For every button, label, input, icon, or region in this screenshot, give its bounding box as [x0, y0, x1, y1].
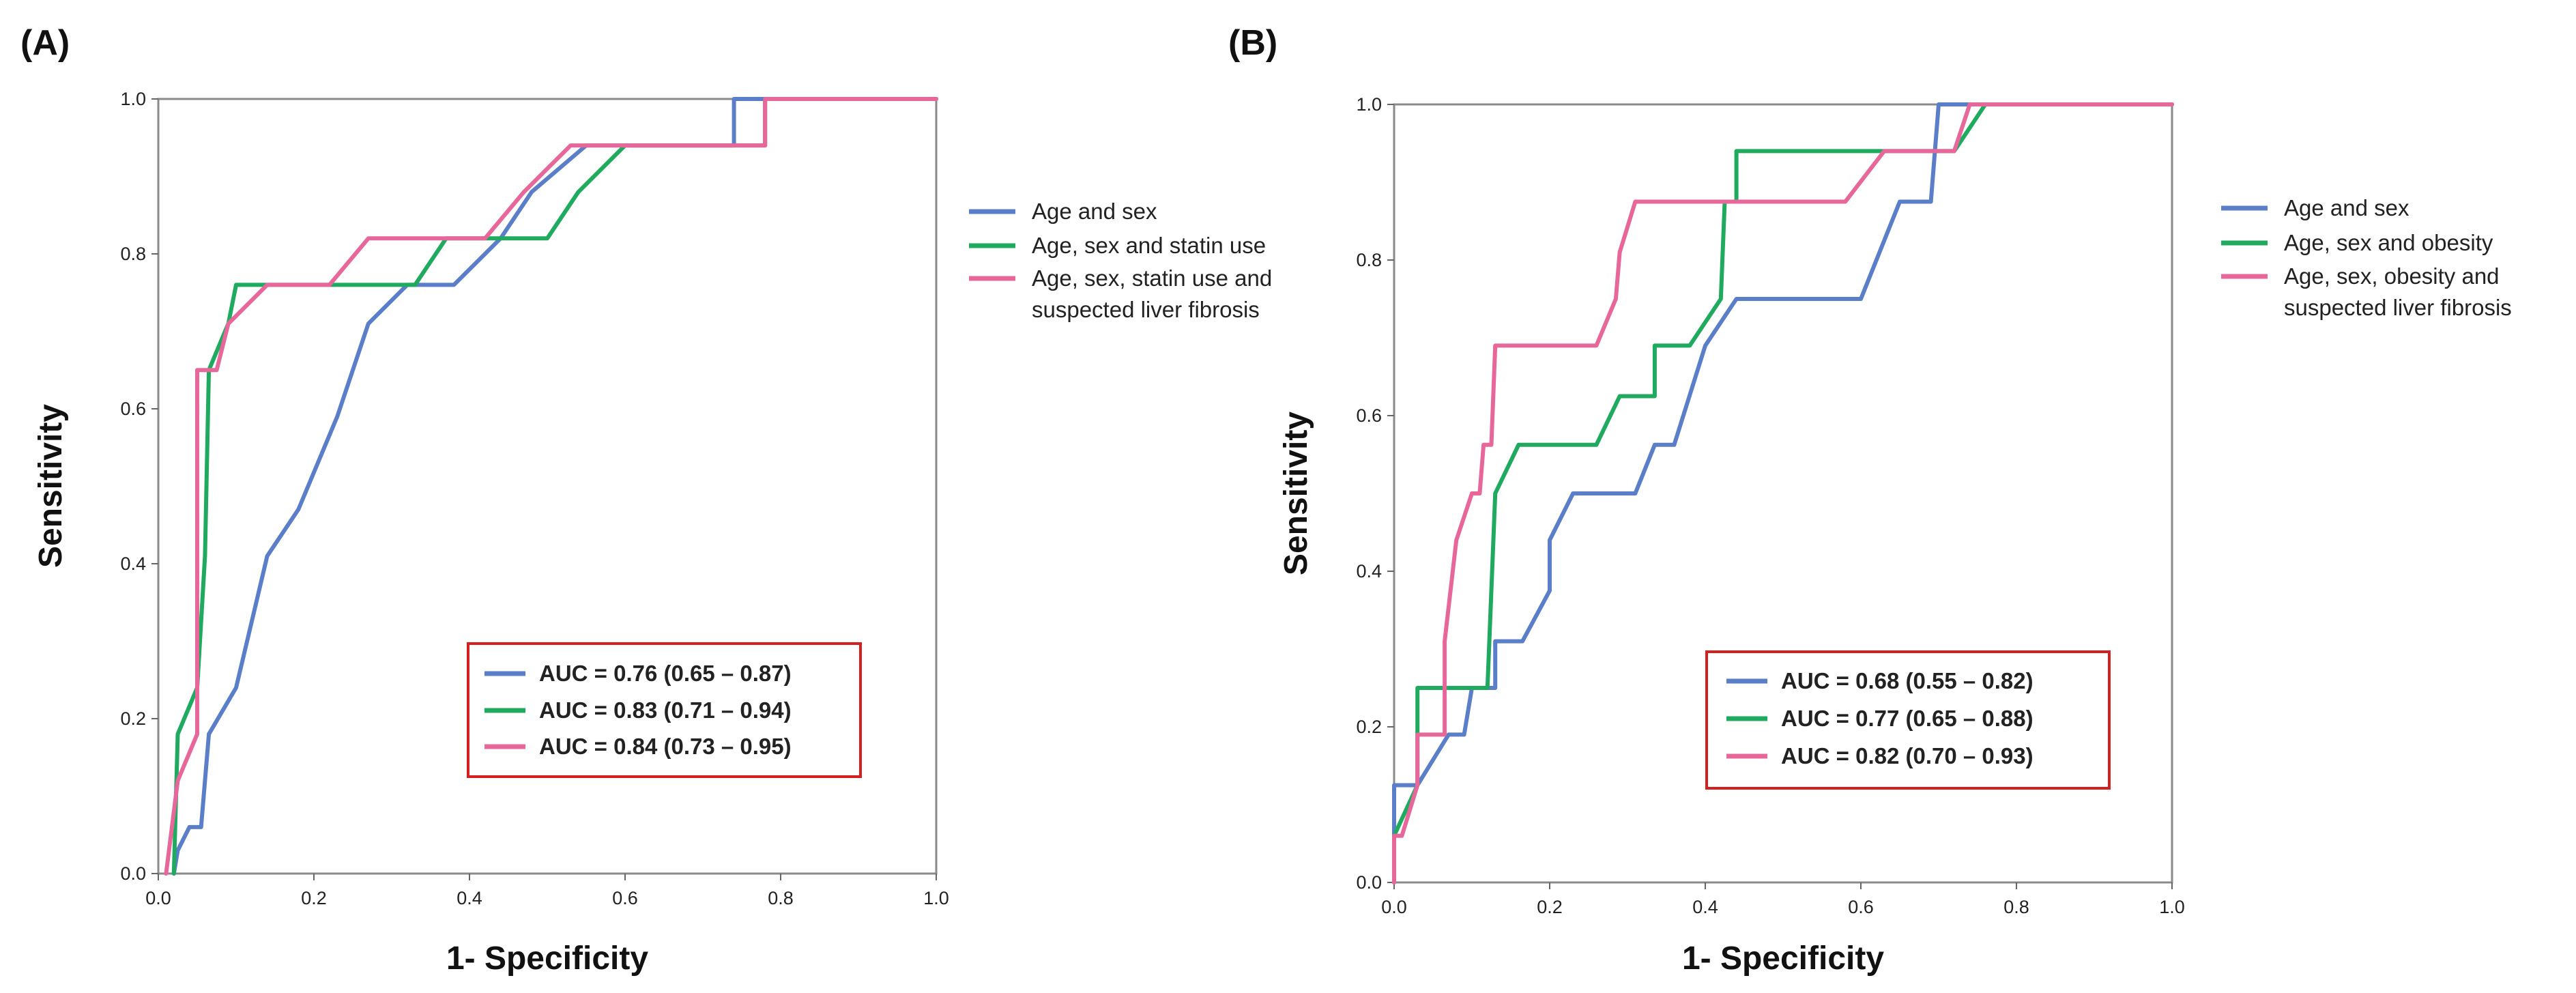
- panel-b-y-tick-label-2: 0.4: [1356, 561, 1382, 581]
- panel-b-auc-box: AUC = 0.68 (0.55 – 0.82) AUC = 0.77 (0.6…: [1705, 650, 2111, 790]
- panel-b-y-ticks: 0.0 0.2 0.4 0.6 0.8 1.0: [1356, 94, 1394, 893]
- panel-b-x-tick-label-1: 0.2: [1537, 897, 1563, 917]
- legend-a-label-fibrosis: Age, sex, statin use and suspected liver …: [1032, 265, 1272, 322]
- panel-a-roc-line-model-3: [164, 97, 938, 876]
- panel-b-x-tick-label-4: 0.8: [2003, 897, 2029, 917]
- panel-a-y-tick-label-1: 0.2: [120, 708, 146, 729]
- panel-a-y-axis-title: Sensitivity: [33, 404, 69, 568]
- panel-a-y-ticks: 0.0 0.2 0.4 0.6 0.8 1.0: [120, 89, 158, 884]
- panel-b-y-tick-label-1: 0.2: [1356, 717, 1382, 737]
- panel-b-y-tick-label-0: 0.0: [1356, 872, 1382, 893]
- panel-a-auc-box: AUC = 0.76 (0.65 – 0.87) AUC = 0.83 (0.7…: [467, 642, 862, 778]
- panel-a-x-axis-title: 1- Specificity: [446, 940, 648, 977]
- panel-b-x-tick-label-2: 0.4: [1692, 897, 1718, 917]
- panel-a-x-ticks: 0.0 0.2 0.4 0.6 0.8 1.0: [145, 874, 949, 908]
- panel-b-x-tick-label-0: 0.0: [1381, 897, 1407, 917]
- panel-b-x-ticks: 0.0 0.2 0.4 0.6 0.8 1.0: [1381, 882, 2185, 917]
- legend-a-label-statin: Age, sex and statin use: [1032, 233, 1266, 258]
- panel-a-x-tick-label-3: 0.6: [612, 888, 638, 908]
- legend-a-label-age-sex: Age and sex: [1032, 199, 1157, 224]
- panel-a-y-tick-label-4: 0.8: [120, 244, 146, 264]
- auc-b-label-age-sex: AUC = 0.68 (0.55 – 0.82): [1781, 668, 2034, 693]
- panel-b-y-tick-label-3: 0.6: [1356, 405, 1382, 426]
- panel-a: (A) 0.0 0.2 0.4 0.6 0.8 1.0 0.0 0.2 0.4 0.6 0.8 1.…: [20, 23, 1272, 977]
- panel-b-y-axis-title: Sensitivity: [1278, 412, 1314, 575]
- panel-b-y-tick-label-4: 0.8: [1356, 250, 1382, 270]
- legend-b-label-age-sex: Age and sex: [2284, 195, 2409, 220]
- auc-b-label-obesity: AUC = 0.77 (0.65 – 0.88): [1781, 706, 2034, 731]
- auc-a-label-fibrosis: AUC = 0.84 (0.73 – 0.95): [539, 734, 792, 759]
- auc-a-label-statin: AUC = 0.83 (0.71 – 0.94): [539, 697, 792, 723]
- panel-b-legend: Age and sex Age, sex and obesity Age, se…: [2221, 195, 2512, 320]
- panel-a-y-tick-label-5: 1.0: [120, 89, 146, 109]
- panel-a-x-tick-label-4: 0.8: [768, 888, 794, 908]
- legend-b-label-fibrosis: Age, sex, obesity and suspected liver fib…: [2284, 263, 2512, 320]
- legend-b-label-obesity: Age, sex and obesity: [2284, 230, 2493, 255]
- panel-b-roc-line-model-2: [1392, 102, 2174, 884]
- panel-a-y-tick-label-3: 0.6: [120, 399, 146, 419]
- panel-a-x-tick-label-1: 0.2: [301, 888, 327, 908]
- panel-b-plot-frame: [1393, 103, 2173, 884]
- panel-b-auc-frame: [1705, 650, 2111, 790]
- panel-a-plot-frame: [157, 98, 938, 875]
- panel-b-label: (B): [1228, 23, 1277, 63]
- panel-b-roc-line-age-sex: [1392, 102, 2174, 884]
- panel-a-auc-frame: [467, 642, 862, 778]
- panel-b-y-tick-label-5: 1.0: [1356, 94, 1382, 115]
- panel-a-legend: Age and sex Age, sex and statin use Age,…: [969, 199, 1272, 322]
- panel-a-series-group: [164, 97, 938, 876]
- panel-b-x-tick-label-3: 0.6: [1848, 897, 1874, 917]
- panel-a-x-tick-label-2: 0.4: [457, 888, 482, 908]
- panel-a-y-tick-label-0: 0.0: [120, 863, 146, 884]
- panel-a-x-tick-label-5: 1.0: [923, 888, 949, 908]
- panel-b-roc-line-model-3: [1392, 102, 2174, 884]
- panel-a-label: (A): [20, 23, 70, 63]
- auc-a-label-age-sex: AUC = 0.76 (0.65 – 0.87): [539, 661, 792, 686]
- panel-b-x-axis-title: 1- Specificity: [1682, 940, 1884, 977]
- panel-b: (B) 0.0 0.2 0.4 0.6 0.8 1.0 0.0 0.2 0.4 0.6 0.8 1.…: [1228, 23, 2512, 977]
- panel-b-x-tick-label-5: 1.0: [2159, 897, 2185, 917]
- panel-a-x-tick-label-0: 0.0: [145, 888, 171, 908]
- panel-a-y-tick-label-2: 0.4: [120, 553, 146, 574]
- auc-b-label-fibrosis: AUC = 0.82 (0.70 – 0.93): [1781, 743, 2034, 768]
- panel-b-series-group: [1392, 102, 2174, 884]
